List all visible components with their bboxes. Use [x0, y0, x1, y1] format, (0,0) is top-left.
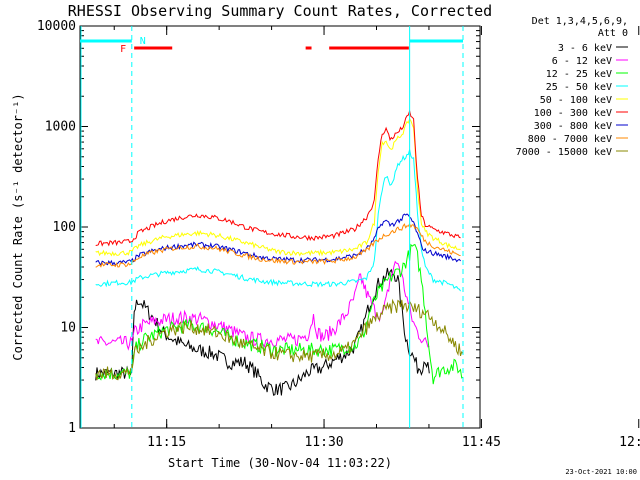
- legend-label: 300 - 800 keV: [534, 121, 612, 132]
- series-line-2: [95, 243, 464, 385]
- legend-label: 7000 - 15000 keV: [516, 147, 612, 158]
- y-tick-label: 10000: [37, 19, 76, 34]
- legend-label: 12 - 25 keV: [546, 69, 612, 80]
- legend-label: 800 - 7000 keV: [528, 134, 612, 145]
- series-line-6: [95, 213, 461, 266]
- y-tick-label: 1000: [45, 120, 76, 135]
- x-tick-label: 11:30: [304, 435, 343, 450]
- series-line-4: [95, 117, 461, 257]
- night-bar-label: N: [140, 36, 146, 47]
- x-tick-label: 12:00: [619, 435, 640, 450]
- legend-header: Det 1,3,4,5,6,9,: [532, 16, 628, 27]
- y-axis-label: Corrected Count Rate (s⁻¹ detector⁻¹): [11, 93, 25, 360]
- y-tick-label: 1: [68, 421, 76, 436]
- legend-label: 25 - 50 keV: [546, 82, 612, 93]
- y-tick-label: 100: [53, 220, 76, 235]
- plot-frame: [79, 25, 481, 429]
- plot-area: 11010010001000011:1511:3011:4512:0012:15…: [37, 19, 640, 450]
- legend-label: 6 - 12 keV: [552, 56, 612, 67]
- x-axis-label: Start Time (30-Nov-04 11:03:22): [168, 456, 392, 470]
- chart-title: RHESSI Observing Summary Count Rates, Co…: [68, 2, 492, 20]
- y-tick-label: 10: [60, 321, 76, 336]
- x-tick-label: 11:45: [462, 435, 501, 450]
- series-line-1: [95, 260, 430, 351]
- series-line-5: [95, 109, 461, 247]
- legend-label: 100 - 300 keV: [534, 108, 612, 119]
- footer-date: 23-Oct-2021 10:00: [565, 468, 637, 476]
- legend: Det 1,3,4,5,6,9,Att 0 3 - 6 keV 6 - 12 keV…: [516, 16, 628, 158]
- series-line-8: [95, 298, 464, 381]
- legend-label: 50 - 100 keV: [540, 95, 612, 106]
- flag-bar-label: F: [120, 44, 126, 55]
- legend-header: Att 0: [598, 28, 628, 39]
- x-tick-label: 11:15: [147, 435, 186, 450]
- series-line-7: [95, 222, 461, 268]
- legend-label: 3 - 6 keV: [558, 43, 612, 54]
- series-line-3: [95, 149, 462, 292]
